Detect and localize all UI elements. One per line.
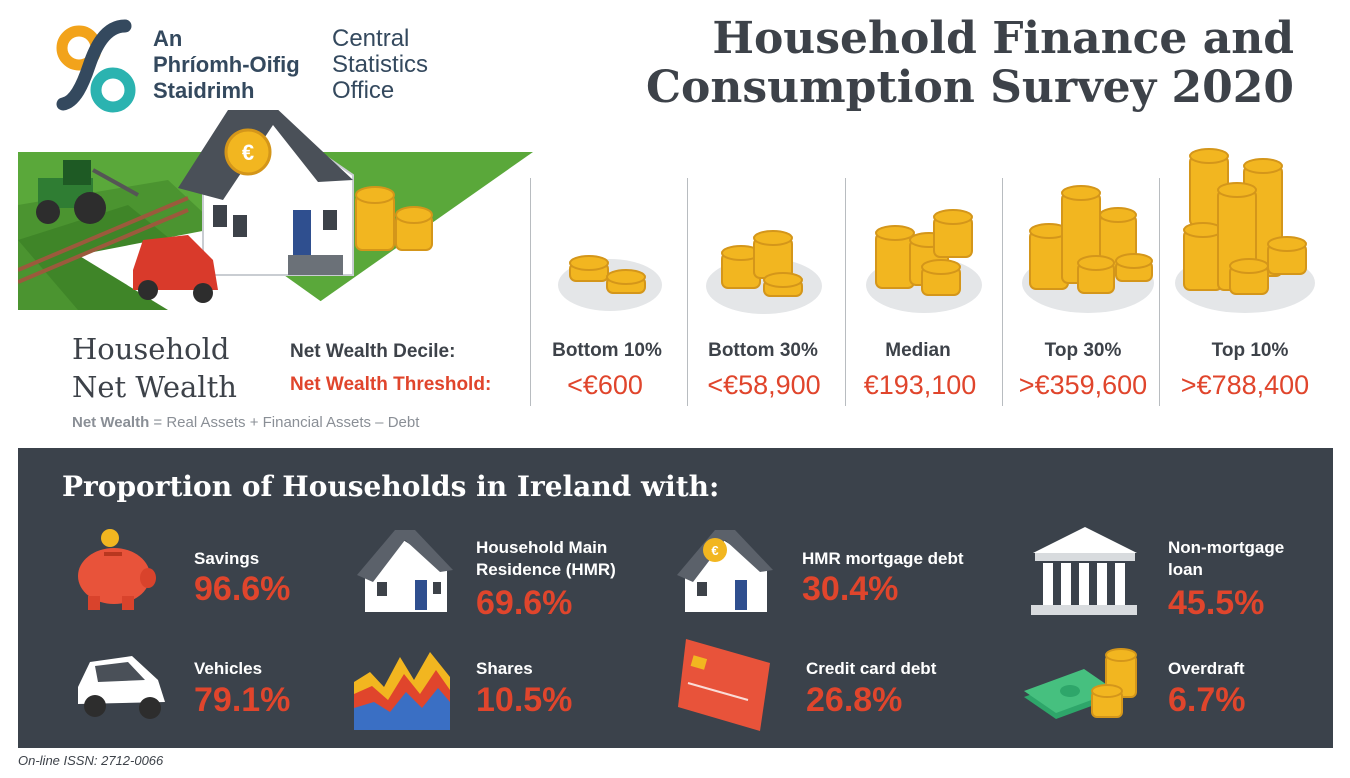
column-divider <box>687 178 688 406</box>
page-title: Household Finance and Consumption Survey… <box>646 13 1294 113</box>
coin-pile-icon <box>558 255 662 311</box>
house-farm-illustration: € <box>18 110 533 310</box>
overdraft-value: 6.7% <box>1168 681 1246 719</box>
decile-top-30-label: Top 30% <box>1044 340 1122 361</box>
column-divider <box>845 178 846 406</box>
cash-coins-icon <box>1024 648 1137 719</box>
net-wealth-formula: Net Wealth = Real Assets + Financial Ass… <box>72 414 420 431</box>
credit-card-debt-value: 26.8% <box>806 681 903 719</box>
decile-median-label: Median <box>885 340 951 361</box>
credit-card-icon <box>678 639 770 731</box>
shares-label: Shares <box>476 659 533 678</box>
proportions-heading: Proportion of Households in Ireland with… <box>62 470 720 503</box>
cso-logo-icon <box>56 19 136 113</box>
logo-irish-name: An Phríomh-Oifig Staidrimh <box>153 26 300 103</box>
decile-bottom-10-value: <€600 <box>567 370 643 400</box>
hmr-value: 69.6% <box>476 584 573 622</box>
household-net-wealth-heading: Household Net Wealth <box>72 332 237 404</box>
threshold-row-label: Net Wealth Threshold: <box>290 374 492 395</box>
column-divider <box>530 178 531 406</box>
savings-label: Savings <box>194 549 260 568</box>
non-mortgage-loan-value: 45.5% <box>1168 584 1265 622</box>
decile-row-label: Net Wealth Decile: <box>290 341 456 362</box>
house-icon <box>357 530 453 612</box>
svg-text:€: € <box>242 140 254 165</box>
shares-value: 10.5% <box>476 681 573 719</box>
hmr-mortgage-debt-label: HMR mortgage debt <box>802 549 964 568</box>
car-illustration <box>133 235 218 303</box>
logo-english-name: Central Statistics Office <box>332 25 429 104</box>
coin-pile-icon <box>866 209 982 313</box>
decile-bottom-30-value: <€58,900 <box>707 370 821 400</box>
issn-footer: On-line ISSN: 2712-0066 <box>18 753 164 768</box>
column-divider <box>1159 178 1160 406</box>
bank-icon <box>1031 527 1137 615</box>
savings-value: 96.6% <box>194 570 291 608</box>
hmr-label: Household Main Residence (HMR) <box>476 538 616 579</box>
decile-top-10-label: Top 10% <box>1211 340 1289 361</box>
coin-pile-icon <box>1175 148 1315 313</box>
decile-bottom-10-label: Bottom 10% <box>552 340 662 361</box>
coin-pile-icon <box>1022 185 1154 313</box>
house-coin-icon: € <box>677 530 773 612</box>
decile-bottom-30-label: Bottom 30% <box>708 340 818 361</box>
decile-median-value: €193,100 <box>863 370 977 400</box>
overdraft-label: Overdraft <box>1168 659 1245 678</box>
decile-top-30-value: >€359,600 <box>1018 370 1148 400</box>
decile-top-10-value: >€788,400 <box>1180 370 1310 400</box>
vehicles-label: Vehicles <box>194 659 263 678</box>
svg-text:€: € <box>711 543 718 558</box>
car-icon <box>78 656 165 719</box>
piggy-bank-icon <box>78 529 156 610</box>
credit-card-debt-label: Credit card debt <box>806 659 937 678</box>
vehicles-value: 79.1% <box>194 681 291 719</box>
coin-pile-icon <box>706 230 822 314</box>
tractor-icon <box>36 160 139 224</box>
column-divider <box>1002 178 1003 406</box>
non-mortgage-loan-label: Non-mortgage loan <box>1168 538 1285 579</box>
shares-chart-icon <box>354 652 450 730</box>
hmr-mortgage-debt-value: 30.4% <box>802 570 899 608</box>
